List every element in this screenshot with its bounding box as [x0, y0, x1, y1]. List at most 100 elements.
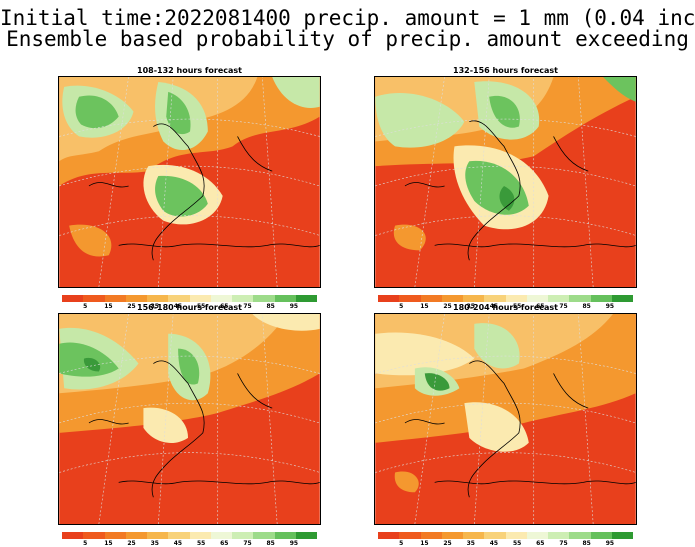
colorbar-swatch [253, 532, 275, 539]
colorbar-swatch [611, 295, 633, 302]
colorbar-swatch [232, 532, 254, 539]
colorbar-swatch [420, 532, 442, 539]
colorbar-swatch [62, 532, 84, 539]
colorbar-swatch [189, 295, 211, 302]
colorbar-tick-label: 55 [196, 540, 206, 547]
colorbar-swatch [441, 295, 463, 302]
colorbar-tick-label: 75 [243, 303, 252, 310]
panel-title: 108-132 hours forecast [137, 66, 242, 75]
colorbar-tick-label: 65 [220, 540, 229, 547]
colorbar-tick-label: 5 [83, 303, 88, 310]
colorbar [62, 295, 317, 302]
forecast-panel-2: 132-156 hours forecast 5 15 25 35 45 55 65 75 85… [374, 66, 637, 310]
colorbar-tick-label: 85 [266, 540, 275, 547]
colorbar-swatch [611, 532, 633, 539]
colorbar-tick-label: 5 [83, 540, 88, 547]
probability-map [58, 313, 321, 525]
colorbar-swatch [168, 295, 190, 302]
colorbar-swatch [505, 295, 527, 302]
colorbar-tick-label: 35 [150, 540, 159, 547]
colorbar-tick-label: 55 [196, 303, 206, 310]
colorbar-swatch [484, 532, 506, 539]
colorbar-tick-label: 75 [559, 540, 568, 547]
colorbar-swatch [378, 295, 400, 302]
colorbar-swatch [189, 532, 211, 539]
colorbar-tick-label: 15 [420, 303, 429, 310]
panel-title: 156-180 hours forecast [137, 303, 242, 312]
colorbar-tick-label: 95 [605, 303, 615, 310]
colorbar-swatch [590, 532, 612, 539]
colorbar-tick-label: 85 [582, 540, 591, 547]
tick-spacer [305, 540, 317, 547]
colorbar-tick-label: 45 [489, 540, 499, 547]
colorbar-tick-label: 95 [605, 540, 615, 547]
colorbar-tick-label: 15 [104, 303, 113, 310]
colorbar-tick-label: 85 [582, 303, 591, 310]
colorbar-swatch [548, 532, 570, 539]
colorbar [378, 295, 633, 302]
colorbar-tick-label: 45 [173, 540, 183, 547]
colorbar-swatch [83, 532, 105, 539]
colorbar-swatch [463, 532, 485, 539]
colorbar-swatch [147, 295, 169, 302]
colorbar-swatch [147, 532, 169, 539]
colorbar-swatch [526, 532, 548, 539]
colorbar-tick-label: 25 [127, 303, 136, 310]
colorbar-swatch [463, 295, 485, 302]
colorbar-tick-label: 25 [443, 540, 452, 547]
colorbar-tick-label: 15 [104, 540, 113, 547]
colorbar [62, 532, 317, 539]
probability-map [374, 313, 637, 525]
colorbar-ticks: 5 15 25 35 45 55 65 75 85 95 [62, 303, 317, 310]
colorbar-tick-label: 45 [489, 303, 499, 310]
colorbar-tick-label: 75 [559, 303, 568, 310]
colorbar-swatch [274, 532, 296, 539]
colorbar-swatch [420, 295, 442, 302]
colorbar-swatch [295, 532, 317, 539]
colorbar-tick-label: 65 [220, 303, 229, 310]
probability-map [374, 76, 637, 288]
colorbar-swatch [526, 295, 548, 302]
colorbar-ticks: 5 15 25 35 45 55 65 75 85 95 [62, 540, 317, 547]
colorbar-swatch [548, 295, 570, 302]
colorbar-swatch [83, 295, 105, 302]
forecast-panel-1: 108-132 hours forecast 5 15 25 35 45 55 65 75 85… [58, 66, 321, 310]
colorbar-swatch [125, 532, 147, 539]
colorbar-tick-label: 55 [512, 303, 522, 310]
colorbar-swatch [484, 295, 506, 302]
panel-title: 180-204 hours forecast [453, 303, 558, 312]
panel-title: 132-156 hours forecast [453, 66, 558, 75]
colorbar-tick-label: 25 [127, 540, 136, 547]
colorbar-swatch [210, 532, 232, 539]
colorbar-tick-label: 45 [173, 303, 183, 310]
colorbar-tick-label: 65 [536, 540, 545, 547]
colorbar [378, 532, 633, 539]
colorbar-tick-label: 35 [466, 540, 475, 547]
colorbar-swatch [104, 295, 126, 302]
tick-spacer [62, 540, 74, 547]
colorbar-tick-label: 65 [536, 303, 545, 310]
colorbar-swatch [378, 532, 400, 539]
colorbar-swatch [569, 295, 591, 302]
colorbar-swatch [210, 295, 232, 302]
colorbar-swatch [399, 295, 421, 302]
colorbar-tick-label: 55 [512, 540, 522, 547]
colorbar-swatch [168, 532, 190, 539]
colorbar-swatch [441, 532, 463, 539]
forecast-panel-3: 156-180 hours forecast 5 15 25 35 45 55 65 75 85… [58, 303, 321, 547]
colorbar-swatch [253, 295, 275, 302]
colorbar-swatch [274, 295, 296, 302]
colorbar-tick-label: 35 [466, 303, 475, 310]
colorbar-swatch [104, 532, 126, 539]
colorbar-ticks: 5 15 25 35 45 55 65 75 85 95 [378, 540, 633, 547]
colorbar-tick-label: 95 [289, 540, 299, 547]
colorbar-swatch [62, 295, 84, 302]
colorbar-tick-label: 85 [266, 303, 275, 310]
colorbar-tick-label: 5 [399, 540, 404, 547]
colorbar-swatch [232, 295, 254, 302]
colorbar-swatch [125, 295, 147, 302]
colorbar-swatch [295, 295, 317, 302]
colorbar-swatch [590, 295, 612, 302]
colorbar-tick-label: 15 [420, 540, 429, 547]
colorbar-tick-label: 5 [399, 303, 404, 310]
